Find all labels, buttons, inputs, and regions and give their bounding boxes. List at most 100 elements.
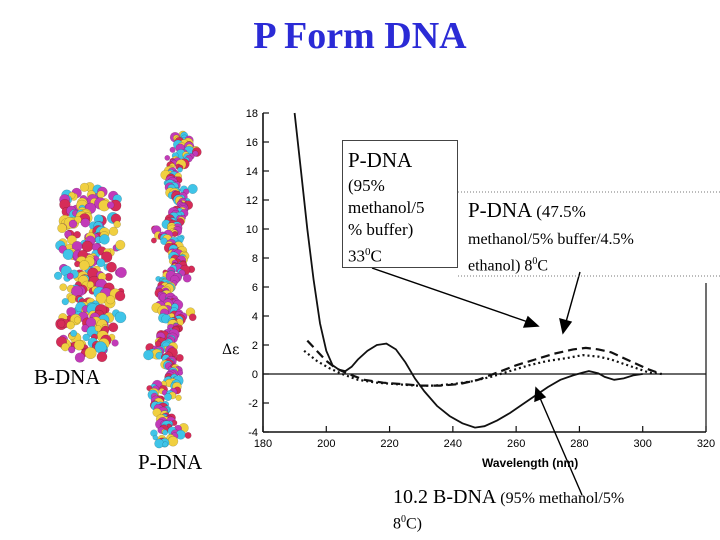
- atom: [79, 260, 90, 271]
- atom: [57, 319, 66, 328]
- atom: [150, 237, 157, 244]
- y-tick-label: 8: [252, 253, 258, 265]
- box-line: (95%: [348, 176, 385, 195]
- atom: [187, 183, 198, 194]
- atom: [192, 150, 199, 157]
- x-tick-label: 260: [507, 438, 525, 450]
- atom: [53, 271, 63, 280]
- box-line: 330C: [348, 246, 382, 266]
- x-tick-label: 240: [444, 438, 462, 450]
- p-dna-47-label: P-DNA (47.5%: [468, 198, 586, 222]
- atom: [79, 182, 89, 192]
- atom: [68, 219, 78, 229]
- chart-ticks: -4 -2 0 2 4 6 8 10 12 14 16 18 180 200 220 240 260 280 300…: [246, 108, 715, 450]
- atom: [80, 217, 91, 228]
- atom: [61, 342, 70, 352]
- p-dna-annotation-box: P-DNA (95% methanol/5 % buffer) 330C: [342, 140, 458, 268]
- atom: [96, 351, 108, 363]
- atom: [101, 251, 113, 263]
- series-dashed: [306, 339, 663, 387]
- x-tick-label: 300: [634, 438, 652, 450]
- atom: [143, 349, 154, 361]
- box-line: methanol/5: [348, 198, 425, 217]
- p-dna-47-conditions: methanol/5% buffer/4.5% ethanol) 80C: [468, 231, 634, 275]
- atom: [84, 346, 97, 360]
- atom: [114, 311, 127, 324]
- atom: [61, 297, 69, 306]
- x-tick-label: 320: [697, 438, 715, 450]
- p-dna-label: P-DNA: [138, 450, 203, 474]
- chart-axes: [262, 113, 707, 433]
- arrowhead: [522, 315, 540, 328]
- atom: [164, 155, 171, 161]
- page-title: P Form DNA: [253, 15, 467, 57]
- atom: [73, 316, 81, 324]
- atom: [57, 223, 67, 234]
- b-dna-model: [53, 181, 127, 363]
- arrow-right-to-dotted: [565, 271, 581, 323]
- x-axis-label: Wavelength (nm): [482, 456, 578, 470]
- arrowhead: [559, 318, 573, 335]
- atom: [164, 393, 172, 401]
- b-dna-conditions: 10.2 B-DNA (95% methanol/5%: [393, 486, 625, 508]
- box-heading: P-DNA: [348, 148, 413, 172]
- y-tick-label: 16: [246, 137, 258, 149]
- chart-series: [293, 112, 663, 429]
- atom: [175, 394, 182, 401]
- y-tick-label: 6: [252, 282, 258, 294]
- box-line: % buffer): [348, 220, 414, 239]
- atom: [68, 346, 76, 354]
- atom: [67, 234, 77, 245]
- atom: [105, 295, 116, 305]
- atom: [111, 339, 119, 347]
- y-tick-label: -4: [248, 427, 258, 439]
- atom: [106, 261, 117, 273]
- atom: [99, 234, 110, 245]
- arrow-bottom-to-solid: [539, 397, 583, 496]
- atom: [73, 230, 81, 239]
- atom: [184, 431, 192, 439]
- y-tick-label: 10: [246, 224, 258, 236]
- atom: [162, 441, 169, 448]
- atom: [113, 220, 121, 229]
- y-tick-label: 12: [246, 195, 258, 207]
- atom: [94, 325, 102, 332]
- p-dna-model: [143, 130, 202, 449]
- atom: [115, 266, 127, 279]
- atom: [70, 329, 78, 337]
- atom: [188, 313, 197, 322]
- arrowhead: [534, 386, 547, 403]
- atom: [73, 339, 85, 351]
- y-tick-label: 0: [252, 369, 258, 381]
- annotation-arrows: [371, 267, 583, 496]
- y-axis-label: Δε: [222, 342, 239, 358]
- x-tick-label: 220: [380, 438, 398, 450]
- atom: [74, 352, 86, 363]
- x-tick-label: 200: [317, 438, 335, 450]
- y-tick-label: 4: [252, 311, 258, 323]
- x-tick-label: 180: [254, 438, 272, 450]
- series-dotted: [303, 349, 662, 387]
- atom: [106, 201, 115, 209]
- atom: [66, 272, 74, 280]
- atom: [114, 290, 126, 302]
- atom: [115, 239, 126, 250]
- atom: [96, 258, 106, 268]
- y-tick-label: -2: [248, 398, 258, 410]
- y-tick-label: 14: [246, 166, 258, 178]
- atom: [59, 283, 68, 292]
- atom: [169, 146, 176, 153]
- atom: [162, 429, 169, 436]
- atom: [182, 273, 192, 283]
- y-tick-label: 2: [252, 340, 258, 352]
- b-dna-label: B-DNA: [34, 365, 101, 389]
- b-dna-conditions-temp: 80C): [393, 514, 422, 533]
- atom: [152, 434, 159, 441]
- atom: [86, 281, 95, 289]
- x-tick-label: 280: [570, 438, 588, 450]
- atom: [177, 166, 183, 173]
- atom: [82, 333, 90, 342]
- arrow-box-to-dashed: [371, 267, 529, 323]
